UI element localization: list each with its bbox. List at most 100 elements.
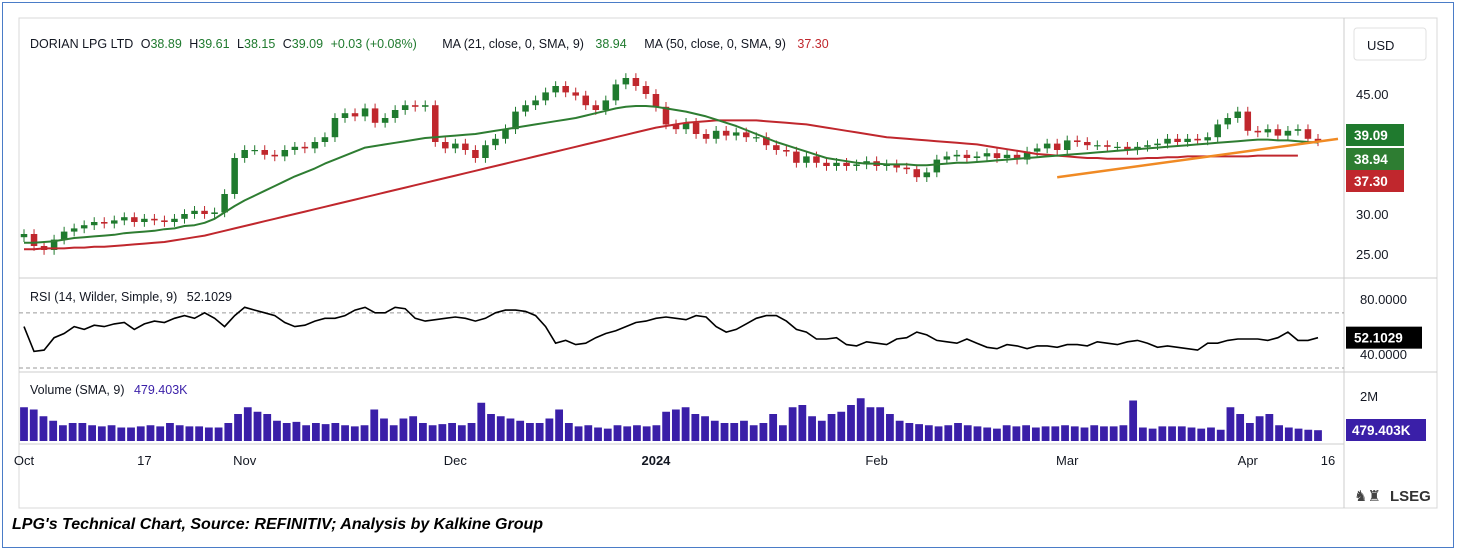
volume-bar: [730, 423, 739, 441]
high-label: H: [189, 37, 198, 51]
candle-body: [552, 86, 559, 93]
volume-bar: [360, 425, 369, 441]
volume-bar: [78, 423, 87, 441]
candle-body: [432, 105, 439, 142]
candle-body: [1084, 142, 1091, 146]
volume-bar: [993, 428, 1001, 441]
candle-body: [1214, 124, 1221, 138]
volume-bar: [399, 418, 408, 441]
volume-bar: [20, 407, 28, 441]
volume-bar: [350, 426, 359, 441]
candle-body: [753, 137, 760, 139]
volume-bar: [749, 425, 758, 441]
volume-bar: [419, 423, 427, 441]
candle-body: [391, 110, 399, 118]
candle-body: [973, 156, 981, 158]
volume-bar: [389, 425, 398, 441]
volume-bar: [895, 420, 904, 441]
volume-bar: [311, 423, 320, 441]
candle-body: [401, 105, 409, 110]
candle-body: [30, 234, 38, 246]
candle-body: [1204, 137, 1211, 141]
candle-body: [963, 154, 971, 158]
candle-body: [1304, 129, 1312, 139]
currency-button[interactable]: [1353, 27, 1427, 61]
volume-bar: [924, 425, 933, 441]
volume-bar: [710, 420, 719, 441]
candle-body: [321, 137, 329, 142]
volume-bar: [954, 423, 962, 441]
candle-body: [421, 105, 429, 107]
volume-bar: [1177, 426, 1186, 441]
candle-body: [1244, 111, 1252, 131]
candle-body: [452, 143, 459, 149]
candle-body: [773, 145, 780, 150]
candle-body: [121, 217, 128, 221]
candle-body: [582, 95, 589, 106]
rsi-badge-label: 52.1029: [1354, 331, 1403, 346]
volume-bar: [1051, 426, 1060, 441]
candle-body: [1063, 140, 1071, 150]
candle-body: [1144, 145, 1151, 147]
candle-body: [291, 146, 299, 150]
candle-body: [1194, 138, 1201, 141]
candle-body: [411, 105, 419, 107]
candle-body: [70, 228, 78, 232]
ma21-value: 38.94: [595, 37, 626, 51]
open-value: 38.89: [150, 37, 181, 51]
candle-body: [301, 146, 309, 149]
volume-bar: [944, 425, 953, 441]
volume-value: 479.403K: [134, 383, 188, 397]
candle-body: [1184, 138, 1191, 142]
rsi-tick-label-0: 80.0000: [1360, 292, 1407, 307]
volume-bar: [526, 423, 534, 441]
rsi-tick-label-1: 40.0000: [1360, 347, 1407, 362]
time-tick-label-5: Feb: [865, 453, 887, 468]
candle-body: [1234, 111, 1242, 118]
candle-body: [893, 164, 900, 168]
svg-text:DORIAN LPG LTD O38.89: DORIAN LPG LTD O38.89 H39.61 L38.15 C39.…: [30, 37, 829, 51]
candle-body: [141, 218, 148, 222]
close-value: 39.09: [292, 37, 323, 51]
volume-bar: [555, 409, 564, 441]
volume-bar: [701, 416, 709, 441]
candle-body: [622, 78, 630, 85]
axes: 45.00 30.00 25.00 39.09 38.94 37.30 80.0000 40.…: [14, 87, 1426, 468]
volume-bar: [788, 407, 797, 441]
candle-body: [231, 158, 238, 194]
candle-body: [512, 111, 519, 130]
volume-bar: [370, 409, 379, 441]
candle-body: [702, 134, 710, 139]
candle-body: [1023, 151, 1031, 160]
candle-body: [943, 156, 951, 160]
candle-body: [472, 150, 479, 158]
ma21-label: MA (21, close, 0, SMA, 9): [442, 37, 584, 51]
price-tick-label-1: 30.00: [1356, 207, 1389, 222]
candle-body: [311, 142, 319, 149]
volume-bar: [1002, 425, 1011, 441]
volume-bar: [633, 425, 641, 441]
volume-bar: [59, 425, 67, 441]
volume-bar: [97, 426, 106, 441]
candle-body: [1013, 154, 1021, 160]
candle-body: [241, 150, 248, 158]
high-value: 39.61: [198, 37, 229, 51]
volume-bar: [1187, 427, 1196, 441]
volume-bar: [438, 424, 447, 441]
candle-body: [692, 122, 700, 134]
candle-body: [161, 220, 168, 222]
close-label: C: [283, 37, 292, 51]
candle-body: [1033, 148, 1041, 152]
candle-body: [532, 100, 539, 106]
volume-bar: [691, 414, 700, 441]
volume-bar: [224, 423, 233, 441]
candle-body: [211, 212, 218, 214]
volume-bar: [409, 416, 418, 441]
volume-bar: [88, 425, 96, 441]
candle-body: [1124, 146, 1131, 150]
volume-bar: [808, 416, 816, 441]
volume-pane: [20, 398, 1322, 441]
volume-bar: [769, 414, 778, 441]
volume-bar: [856, 398, 865, 441]
